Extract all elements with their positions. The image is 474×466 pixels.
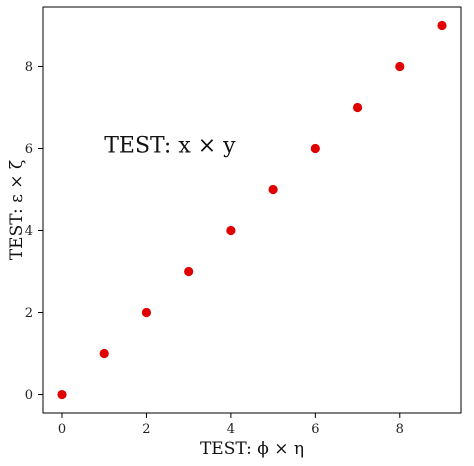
data-point (437, 20, 447, 31)
data-point (141, 307, 152, 318)
y-axis-label: TEST: ε × ζ (7, 160, 27, 260)
x-axis: 0 2 4 6 8 (58, 413, 404, 437)
data-point (99, 348, 109, 359)
x-tick-label: 0 (58, 422, 66, 437)
plot-frame (42, 6, 462, 414)
x-tick-label: 8 (396, 422, 404, 437)
y-tick-label: 2 (25, 306, 33, 321)
data-points (57, 20, 447, 400)
data-point (184, 266, 194, 277)
chart-annotation: TEST: x × y (104, 133, 236, 158)
data-point (226, 225, 236, 236)
data-point (395, 61, 405, 72)
x-tick-label: 6 (311, 422, 319, 437)
x-tick-label: 4 (227, 422, 235, 437)
data-point (268, 184, 278, 195)
y-tick-label: 8 (25, 60, 33, 75)
y-axis: 0 2 4 6 8 (25, 60, 43, 403)
data-point (310, 143, 320, 154)
y-tick-label: 0 (25, 388, 33, 403)
y-tick-label: 4 (25, 224, 33, 239)
x-tick-label: 2 (142, 422, 150, 437)
data-point (352, 102, 363, 113)
x-axis-label: TEST: ϕ × η (200, 439, 304, 459)
data-point (57, 389, 67, 400)
y-tick-label: 6 (25, 142, 33, 157)
